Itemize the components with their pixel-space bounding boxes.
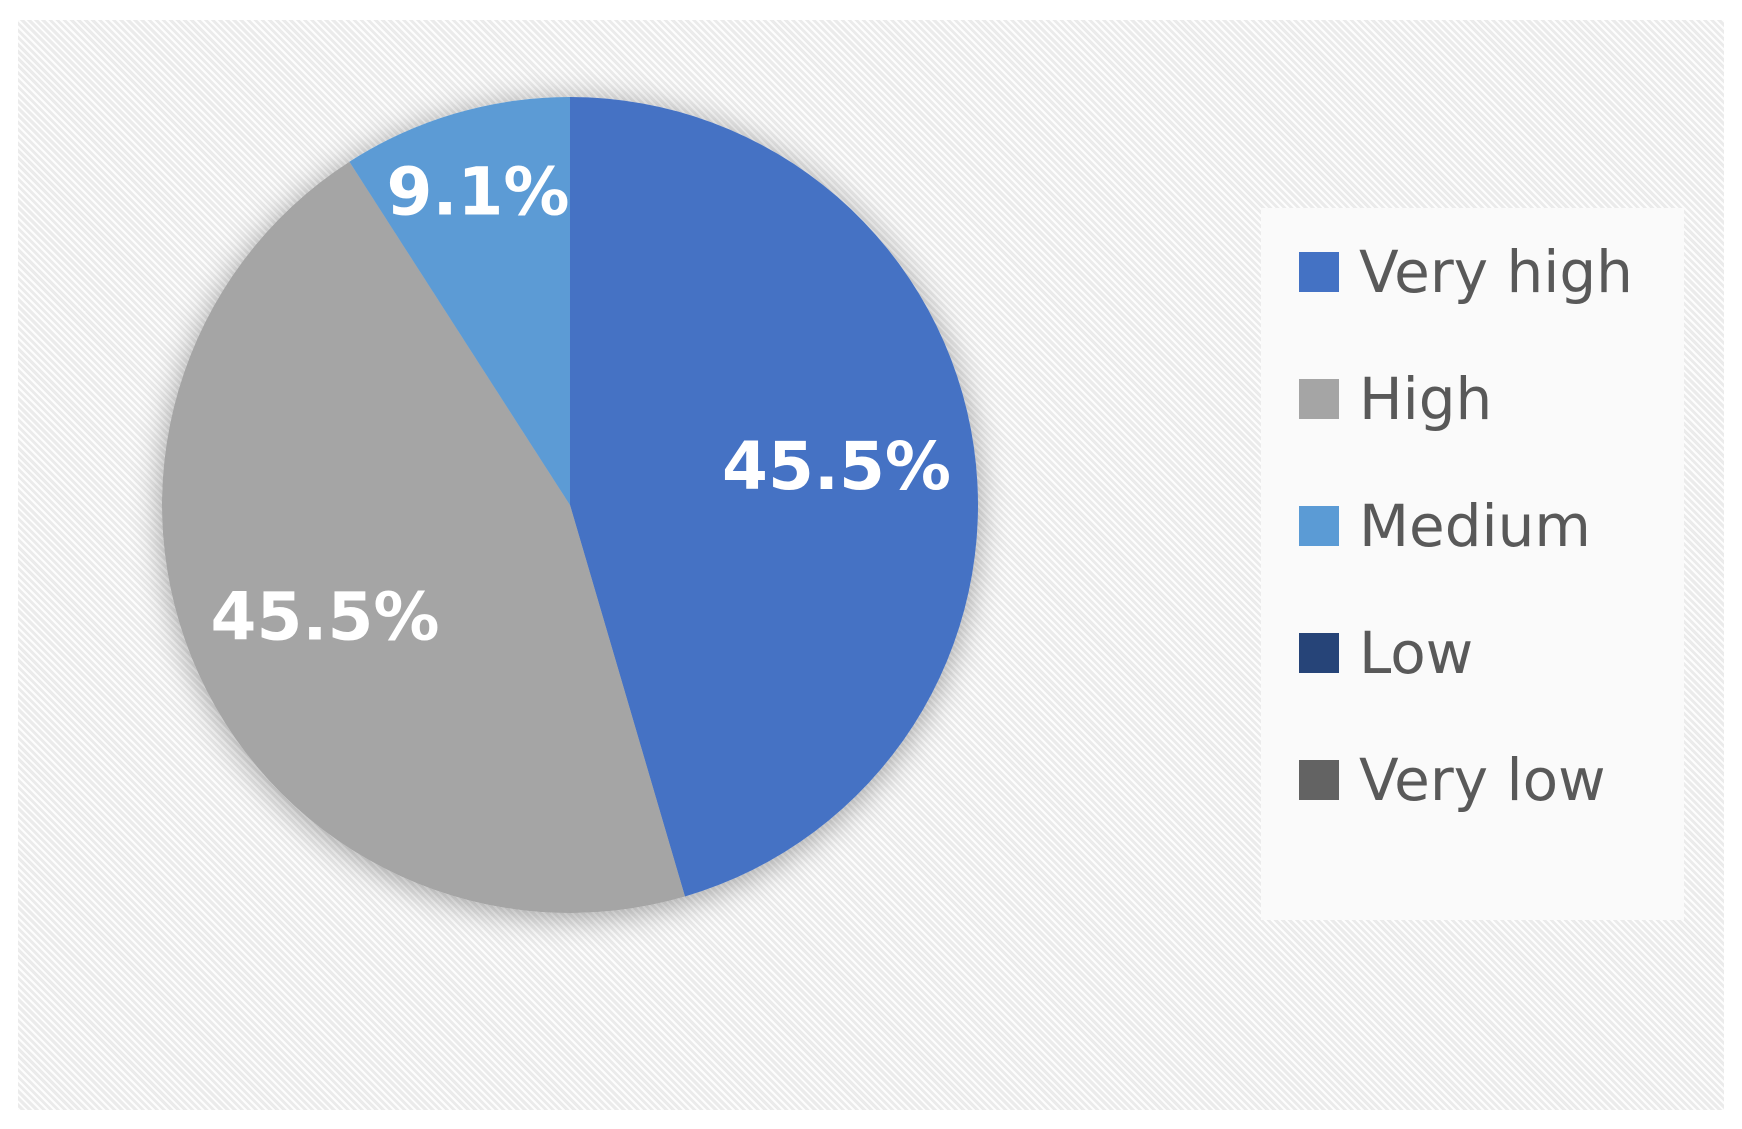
legend-label-very-high: Very high (1359, 238, 1633, 306)
data-label-high: 45.5% (211, 578, 440, 655)
legend-label-low: Low (1359, 619, 1474, 687)
legend-label-very-low: Very low (1359, 746, 1606, 814)
chart-area: 45.5% 45.5% 9.1% Very high High Medium Low Ver… (18, 20, 1724, 1110)
legend-label-medium: Medium (1359, 492, 1591, 560)
pie-data-labels: 45.5% 45.5% 9.1% (211, 153, 951, 655)
legend-item-low: Low (1299, 617, 1473, 689)
pie-slice-medium (349, 97, 570, 505)
legend: Very high High Medium Low Very low (1261, 208, 1684, 920)
pie-slice-high (161, 161, 685, 914)
legend-item-very-low: Very low (1299, 744, 1606, 816)
legend-item-very-high: Very high (1299, 236, 1633, 308)
legend-label-high: High (1359, 365, 1493, 433)
legend-swatch-high (1299, 379, 1339, 419)
legend-swatch-very-low (1299, 760, 1339, 800)
legend-item-medium: Medium (1299, 490, 1591, 562)
legend-swatch-low (1299, 633, 1339, 673)
pie-slice-very-high (570, 97, 979, 897)
data-label-very-high: 45.5% (722, 428, 951, 505)
pie-chart: 45.5% 45.5% 9.1% (161, 97, 979, 914)
legend-item-high: High (1299, 363, 1492, 435)
legend-swatch-medium (1299, 506, 1339, 546)
pie-slices (161, 97, 979, 914)
legend-swatch-very-high (1299, 252, 1339, 292)
data-label-medium: 9.1% (387, 153, 570, 230)
